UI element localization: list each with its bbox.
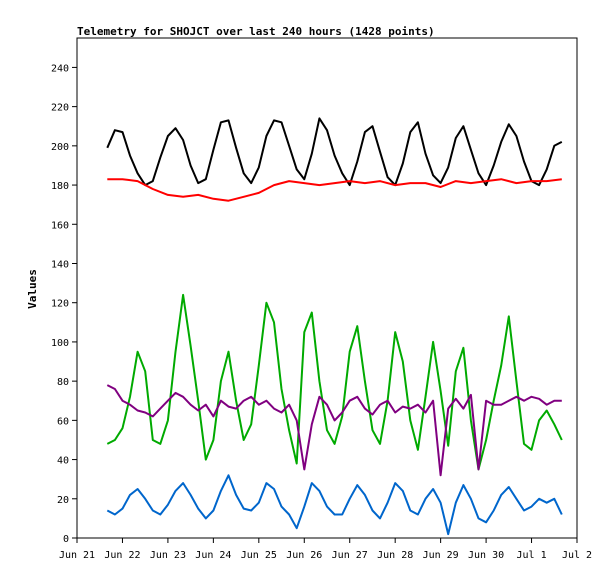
y-tick-label: 120 [51, 299, 69, 310]
series-line-1 [107, 178, 562, 202]
y-tick-label: 160 [51, 220, 69, 231]
y-tick-label: 180 [51, 181, 69, 192]
x-axis: Jun 21 Jun 22 Jun 23 Jun 24 Jun 25 Jun 26 Jun … [59, 538, 592, 561]
series-line-0 [106, 117, 563, 187]
y-tick-label: 0 [63, 534, 69, 545]
y-tick-label: 60 [57, 416, 69, 427]
x-tick-label: Jun 26 [286, 550, 322, 561]
y-tick-label: 240 [51, 63, 69, 74]
y-tick-label: 220 [51, 103, 69, 114]
x-tick-label: Jun 28 [377, 550, 413, 561]
series-line-3 [106, 384, 562, 477]
x-tick-label: Jun 23 [150, 550, 186, 561]
x-tick-label: Jun 29 [423, 550, 459, 561]
y-tick-label: 100 [51, 338, 69, 349]
y-tick-label: 40 [57, 456, 69, 467]
y-tick-label: 80 [57, 377, 69, 388]
series-line-2 [106, 293, 563, 471]
series-line-4 [106, 474, 563, 536]
y-tick-label: 20 [57, 495, 69, 506]
y-tick-label: 140 [51, 259, 69, 270]
x-tick-label: Jul 1 [516, 550, 546, 561]
y-axis: 0 20 40 60 80 100 120 140 160 180 200 220 240 [51, 63, 77, 545]
x-tick-label: Jun 30 [468, 550, 504, 561]
y-axis-label: Values [26, 269, 39, 309]
plot-frame [76, 37, 578, 539]
chart-title: Telemetry for SHOJCT over last 240 hours… [77, 25, 435, 38]
x-tick-label: Jun 24 [195, 550, 231, 561]
x-tick-label: Jun 21 [59, 550, 95, 561]
x-tick-label: Jun 22 [104, 550, 140, 561]
y-tick-label: 200 [51, 142, 69, 153]
x-tick-label: Jun 27 [332, 550, 368, 561]
series-layer [106, 117, 563, 536]
x-tick-label: Jun 25 [241, 550, 277, 561]
x-tick-label: Jul 2 [562, 550, 592, 561]
